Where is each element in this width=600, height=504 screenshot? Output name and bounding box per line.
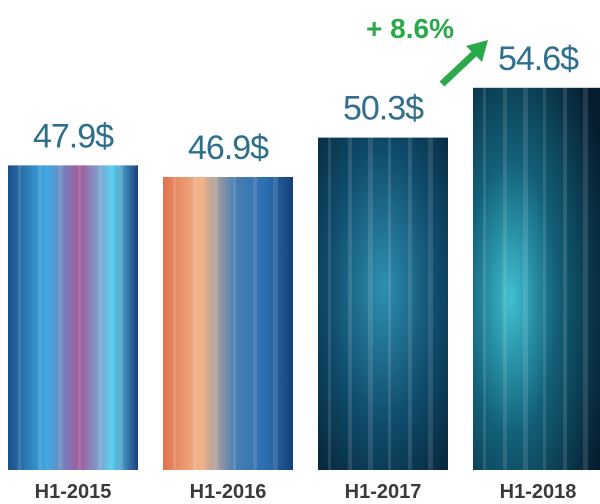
arrow-head (466, 40, 488, 62)
bar (8, 165, 138, 470)
x-tick-label: H1-2015 (35, 481, 112, 503)
bar-texture (213, 176, 218, 470)
bar-texture (388, 137, 391, 470)
bar-texture (78, 165, 81, 470)
bar-texture (348, 137, 352, 470)
bar-texture (543, 87, 546, 471)
value-label: 47.9$ (33, 117, 114, 155)
bar-texture (563, 87, 567, 471)
bar-texture (328, 137, 331, 470)
x-tick-label: H1-2017 (345, 481, 422, 503)
bar-texture (193, 176, 197, 470)
bar-texture (98, 165, 102, 470)
bar-texture (583, 87, 588, 471)
value-label: 50.3$ (343, 90, 424, 128)
bar-texture (253, 176, 257, 470)
bar (473, 87, 600, 471)
value-label: 46.9$ (188, 129, 269, 167)
bar-texture (118, 165, 123, 470)
bar-texture (173, 176, 176, 470)
bar-texture (428, 137, 433, 470)
bar-texture (483, 87, 486, 471)
bar-texture (273, 176, 278, 470)
x-tick-label: H1-2018 (500, 481, 577, 503)
bar-texture (503, 87, 507, 471)
bar-texture (58, 165, 63, 470)
bar-texture (408, 137, 412, 470)
bar-texture (523, 87, 528, 471)
bar (318, 137, 448, 470)
bar-texture (18, 165, 21, 470)
bar-texture (233, 176, 236, 470)
bar-texture (38, 165, 42, 470)
bar-texture (368, 137, 373, 470)
value-label: 54.6$ (498, 40, 579, 78)
x-tick-label: H1-2016 (190, 481, 267, 503)
annotation: + 8.6% (366, 13, 454, 44)
arrow (439, 49, 479, 87)
bar (163, 176, 293, 470)
